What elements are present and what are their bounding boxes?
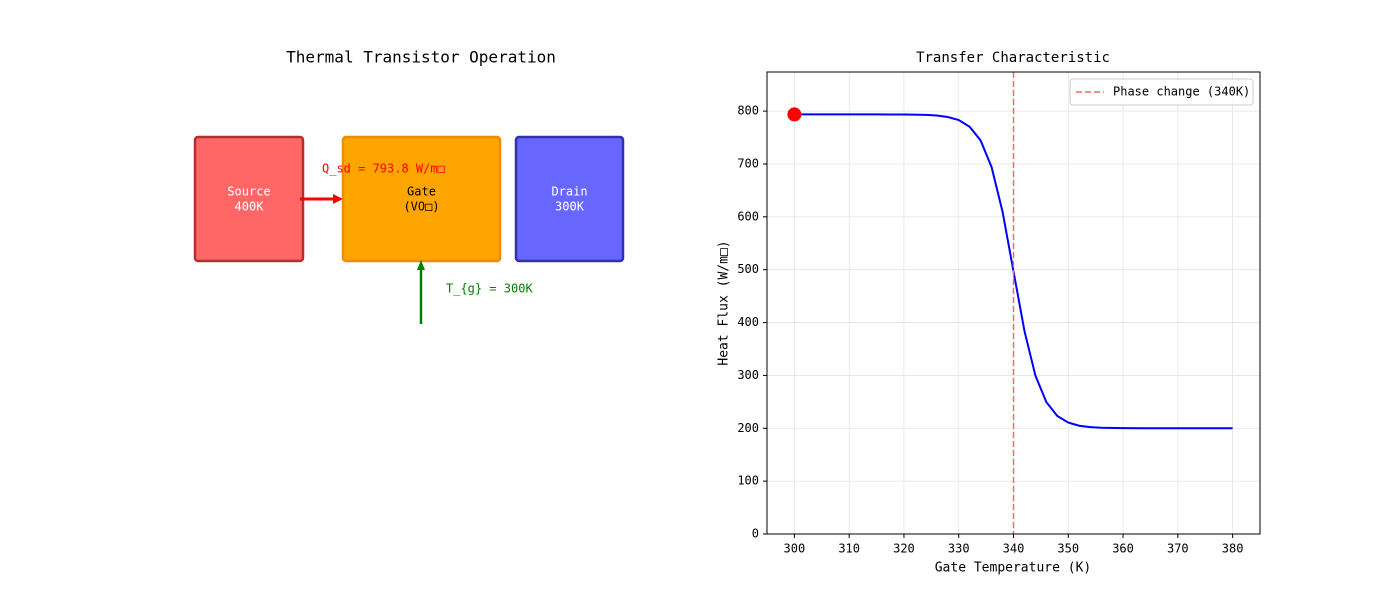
node-label: 300K — [555, 200, 585, 214]
diagram-title: Thermal Transistor Operation — [286, 48, 556, 67]
flux-label: Q_sd = 793.8 W/m□ — [322, 162, 445, 176]
gate-arrow-head — [417, 260, 425, 270]
y-tick-label: 400 — [737, 315, 759, 329]
y-axis-label: Heat Flux (W/m□) — [717, 240, 732, 365]
x-tick-label: 330 — [948, 542, 970, 556]
y-tick-label: 100 — [737, 474, 759, 488]
x-tick-label: 350 — [1057, 542, 1079, 556]
x-tick-label: 310 — [838, 542, 860, 556]
axes-frame — [766, 71, 1261, 535]
flux-arrow-head — [333, 194, 343, 204]
gate-label: T_{g} = 300K — [446, 282, 533, 296]
y-tick-label: 500 — [737, 262, 759, 276]
legend-box — [1069, 78, 1254, 106]
node-label: 400K — [235, 200, 265, 214]
y-tick-label: 0 — [752, 527, 759, 541]
node-label: (VO□) — [403, 200, 439, 214]
x-tick-label: 360 — [1112, 542, 1134, 556]
node-label: Drain — [551, 185, 587, 199]
current-point — [787, 107, 802, 122]
node-label: Gate — [407, 185, 436, 199]
x-tick-label: 320 — [893, 542, 915, 556]
y-tick-label: 200 — [737, 421, 759, 435]
y-tick-label: 700 — [737, 156, 759, 170]
x-tick-label: 300 — [784, 542, 806, 556]
y-tick-label: 800 — [737, 104, 759, 118]
y-tick-label: 600 — [737, 209, 759, 223]
y-tick-label: 300 — [737, 368, 759, 382]
node-label: Source — [227, 185, 270, 199]
node-box — [514, 135, 625, 263]
x-tick-label: 340 — [1003, 542, 1025, 556]
chart-title: Transfer Characteristic — [916, 50, 1110, 66]
x-axis-label: Gate Temperature (K) — [935, 561, 1092, 576]
legend: Phase change (340K) — [1069, 78, 1254, 106]
legend-label: Phase change (340K) — [1113, 85, 1250, 99]
x-tick-label: 380 — [1222, 542, 1244, 556]
x-tick-label: 370 — [1167, 542, 1189, 556]
